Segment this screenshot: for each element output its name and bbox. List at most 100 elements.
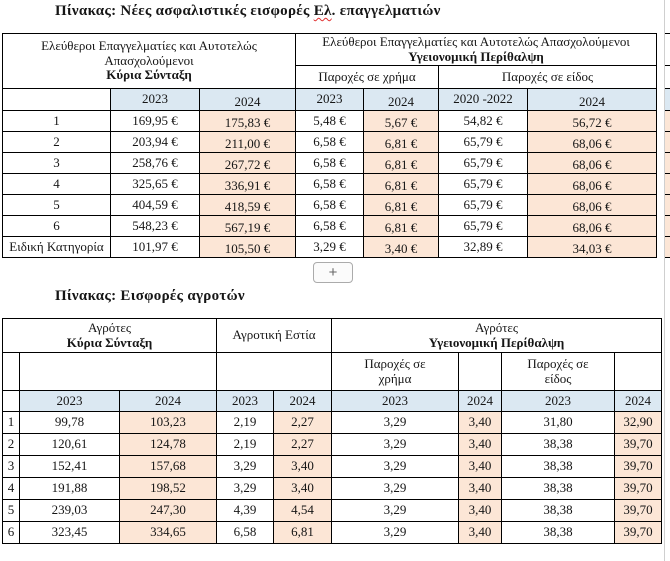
table-cell: 6,58 € xyxy=(295,152,365,174)
table-cell: 6,81 € xyxy=(363,131,440,153)
table-cell: 39,70 xyxy=(613,499,663,522)
table-cell: 32,90 xyxy=(613,411,663,434)
table-cell: 54,82 € xyxy=(438,110,529,132)
table-cell: 32,89 € xyxy=(438,236,529,258)
table-row: 6 323,45 334,65 6,58 6,81 3,29 3,40 38,38 39,70 xyxy=(2,521,663,544)
table-cell: 258,76 € xyxy=(110,152,200,174)
year-cell: 2024 xyxy=(119,390,217,412)
farmers-label: Αγρότες xyxy=(87,319,132,335)
table-cell: 65,79 € xyxy=(438,194,529,216)
table-cell: 6,58 xyxy=(216,521,274,544)
title1-prefix: Πίνακας: Νέες ασφαλιστικές εισφορές xyxy=(55,3,314,19)
table-cell: 65,79 € xyxy=(438,131,529,153)
year-cell: 2024 xyxy=(527,88,658,111)
year-cell: 2023 xyxy=(110,88,200,111)
table-cell: 3,29 xyxy=(331,477,459,500)
table-cell: 6 xyxy=(2,521,20,544)
table-row: 4 191,88 198,52 3,29 3,40 3,29 3,40 38,38 39,70 xyxy=(2,477,663,500)
table-cell: 3,29 xyxy=(331,499,459,522)
table-cell: 157,68 xyxy=(119,455,217,478)
year-cell xyxy=(2,88,111,111)
table-cell: 5 xyxy=(2,194,111,216)
table-cell: 120,61 xyxy=(19,433,120,456)
table-cell: 325,65 € xyxy=(110,173,200,195)
table-cell: Ειδική Κατηγορία xyxy=(2,236,111,258)
table-cell: 4,39 xyxy=(216,499,274,522)
table-cell: 211,00 € xyxy=(198,131,297,153)
subheader-cell-kind: Παροχές σε είδος xyxy=(501,352,615,391)
subheader-row: Παροχές σε χρήμα Παροχές σε είδος xyxy=(2,352,663,391)
table-cell: 6,58 € xyxy=(295,131,365,153)
table-professionals: Ελεύθεροι Επαγγελματίες και Αυτοτελώς Απ… xyxy=(1,33,658,258)
table-cell: 567,19 € xyxy=(198,215,297,237)
year-cell: 2023 xyxy=(295,88,365,111)
table-cell: 38,38 xyxy=(501,455,615,478)
table-row: 3 258,76 €267,72 €6,58 €6,81 €65,79 €68,0… xyxy=(2,152,658,174)
table-cell: 3,40 xyxy=(458,521,502,544)
farmers-health-subtitle: Υγειονομική Περίθαλψη xyxy=(428,334,565,350)
header-cell-farmers-pension: Αγρότες Κύρια Σύνταξη xyxy=(2,318,217,353)
farmers-label: Αγρότες xyxy=(474,319,519,335)
subheader-cell-money: Παροχές σε χρήμα xyxy=(331,352,459,391)
empty-cell xyxy=(613,352,663,391)
add-table-row-button[interactable]: + xyxy=(313,262,353,283)
table-row: 2 203,94 €211,00 €6,58 €6,81 €65,79 €68,0… xyxy=(2,131,658,153)
table-cell: 68,06 € xyxy=(527,194,658,216)
table-cell: 39,70 xyxy=(613,521,663,544)
table-cell: 4 xyxy=(2,477,20,500)
header-cell-farmers-health: Αγρότες Υγειονομική Περίθαλψη xyxy=(330,318,663,353)
subheader-cell-kind: Παροχές σε είδος xyxy=(438,65,658,89)
subheader-money-text: Παροχές σε χρήμα xyxy=(364,355,426,386)
table-cell: 3 xyxy=(2,152,111,174)
table-cell: 39,70 xyxy=(613,477,663,500)
table-cell: 38,38 xyxy=(501,477,615,500)
table-cell: 191,88 xyxy=(19,477,120,500)
table-cell: 336,91 € xyxy=(198,173,297,195)
table-cell: 334,65 xyxy=(119,521,217,544)
year-cell: 2024 xyxy=(273,390,332,412)
table-cell: 418,59 € xyxy=(198,194,297,216)
table-cell: 31,80 xyxy=(501,411,615,434)
table-cell: 203,94 € xyxy=(110,131,200,153)
year-cell: 2023 xyxy=(19,390,120,412)
table-row: 6 548,23 €567,19 €6,58 €6,81 €65,79 €68,0… xyxy=(2,215,658,237)
table-row: 2 120,61 124,78 2,19 2,27 3,29 3,40 38,38 39,70 xyxy=(2,433,663,456)
table-cell: 3,29 xyxy=(331,521,459,544)
table-cell: 2,19 xyxy=(216,411,274,434)
empty-cell xyxy=(2,352,20,391)
header-cell-estia: Αγροτική Εστία xyxy=(216,318,332,353)
table-row: 4 325,65 €336,91 €6,58 €6,81 €65,79 €68,0… xyxy=(2,173,658,195)
table-cell: 2 xyxy=(2,131,111,153)
table-cell: 6,81 € xyxy=(363,215,440,237)
table-cell: 39,70 xyxy=(613,455,663,478)
table-cell: 6,58 € xyxy=(295,215,365,237)
table-cell: 548,23 € xyxy=(110,215,200,237)
table-farmers-header: Αγρότες Κύρια Σύνταξη Αγροτική Εστία Αγρ… xyxy=(2,318,663,412)
year-cell: 2024 xyxy=(198,88,297,111)
title1-spellcheck-word: Ελ xyxy=(313,3,332,19)
table-cell: 65,79 € xyxy=(438,173,529,195)
table-cell: 56,72 € xyxy=(527,110,658,132)
table-row: 5 404,59 €418,59 €6,58 €6,81 €65,79 €68,0… xyxy=(2,194,658,216)
title1-suffix: . επαγγελματιών xyxy=(331,3,441,19)
table-cell: 6 xyxy=(2,215,111,237)
header-right-text: Ελεύθεροι Επαγγελματίες και Αυτοτελώς Απ… xyxy=(322,33,630,49)
table-cell: 65,79 € xyxy=(438,152,529,174)
table-cell: 247,30 xyxy=(119,499,217,522)
table-cell: 38,38 xyxy=(501,499,615,522)
table-cell: 5,48 € xyxy=(295,110,365,132)
table-cell: 6,81 € xyxy=(363,152,440,174)
table-cell: 99,78 xyxy=(19,411,120,434)
table-cell: 4,54 xyxy=(273,499,332,522)
table-cell: 68,06 € xyxy=(527,131,658,153)
table-cell: 2,27 xyxy=(273,411,332,434)
table-cell: 6,81 € xyxy=(363,173,440,195)
table-cell: 1 xyxy=(2,110,111,132)
page-edge-divider xyxy=(664,0,665,561)
table-cell: 103,23 xyxy=(119,411,217,434)
subheader-cell-money: Παροχές σε χρήμα xyxy=(295,65,440,89)
year-cell: 2020 -2022 xyxy=(438,88,529,111)
year-cell: 2024 xyxy=(613,390,663,412)
header-left-subtitle: Κύρια Σύνταξη xyxy=(106,67,192,83)
year-cell: 2023 xyxy=(331,390,459,412)
